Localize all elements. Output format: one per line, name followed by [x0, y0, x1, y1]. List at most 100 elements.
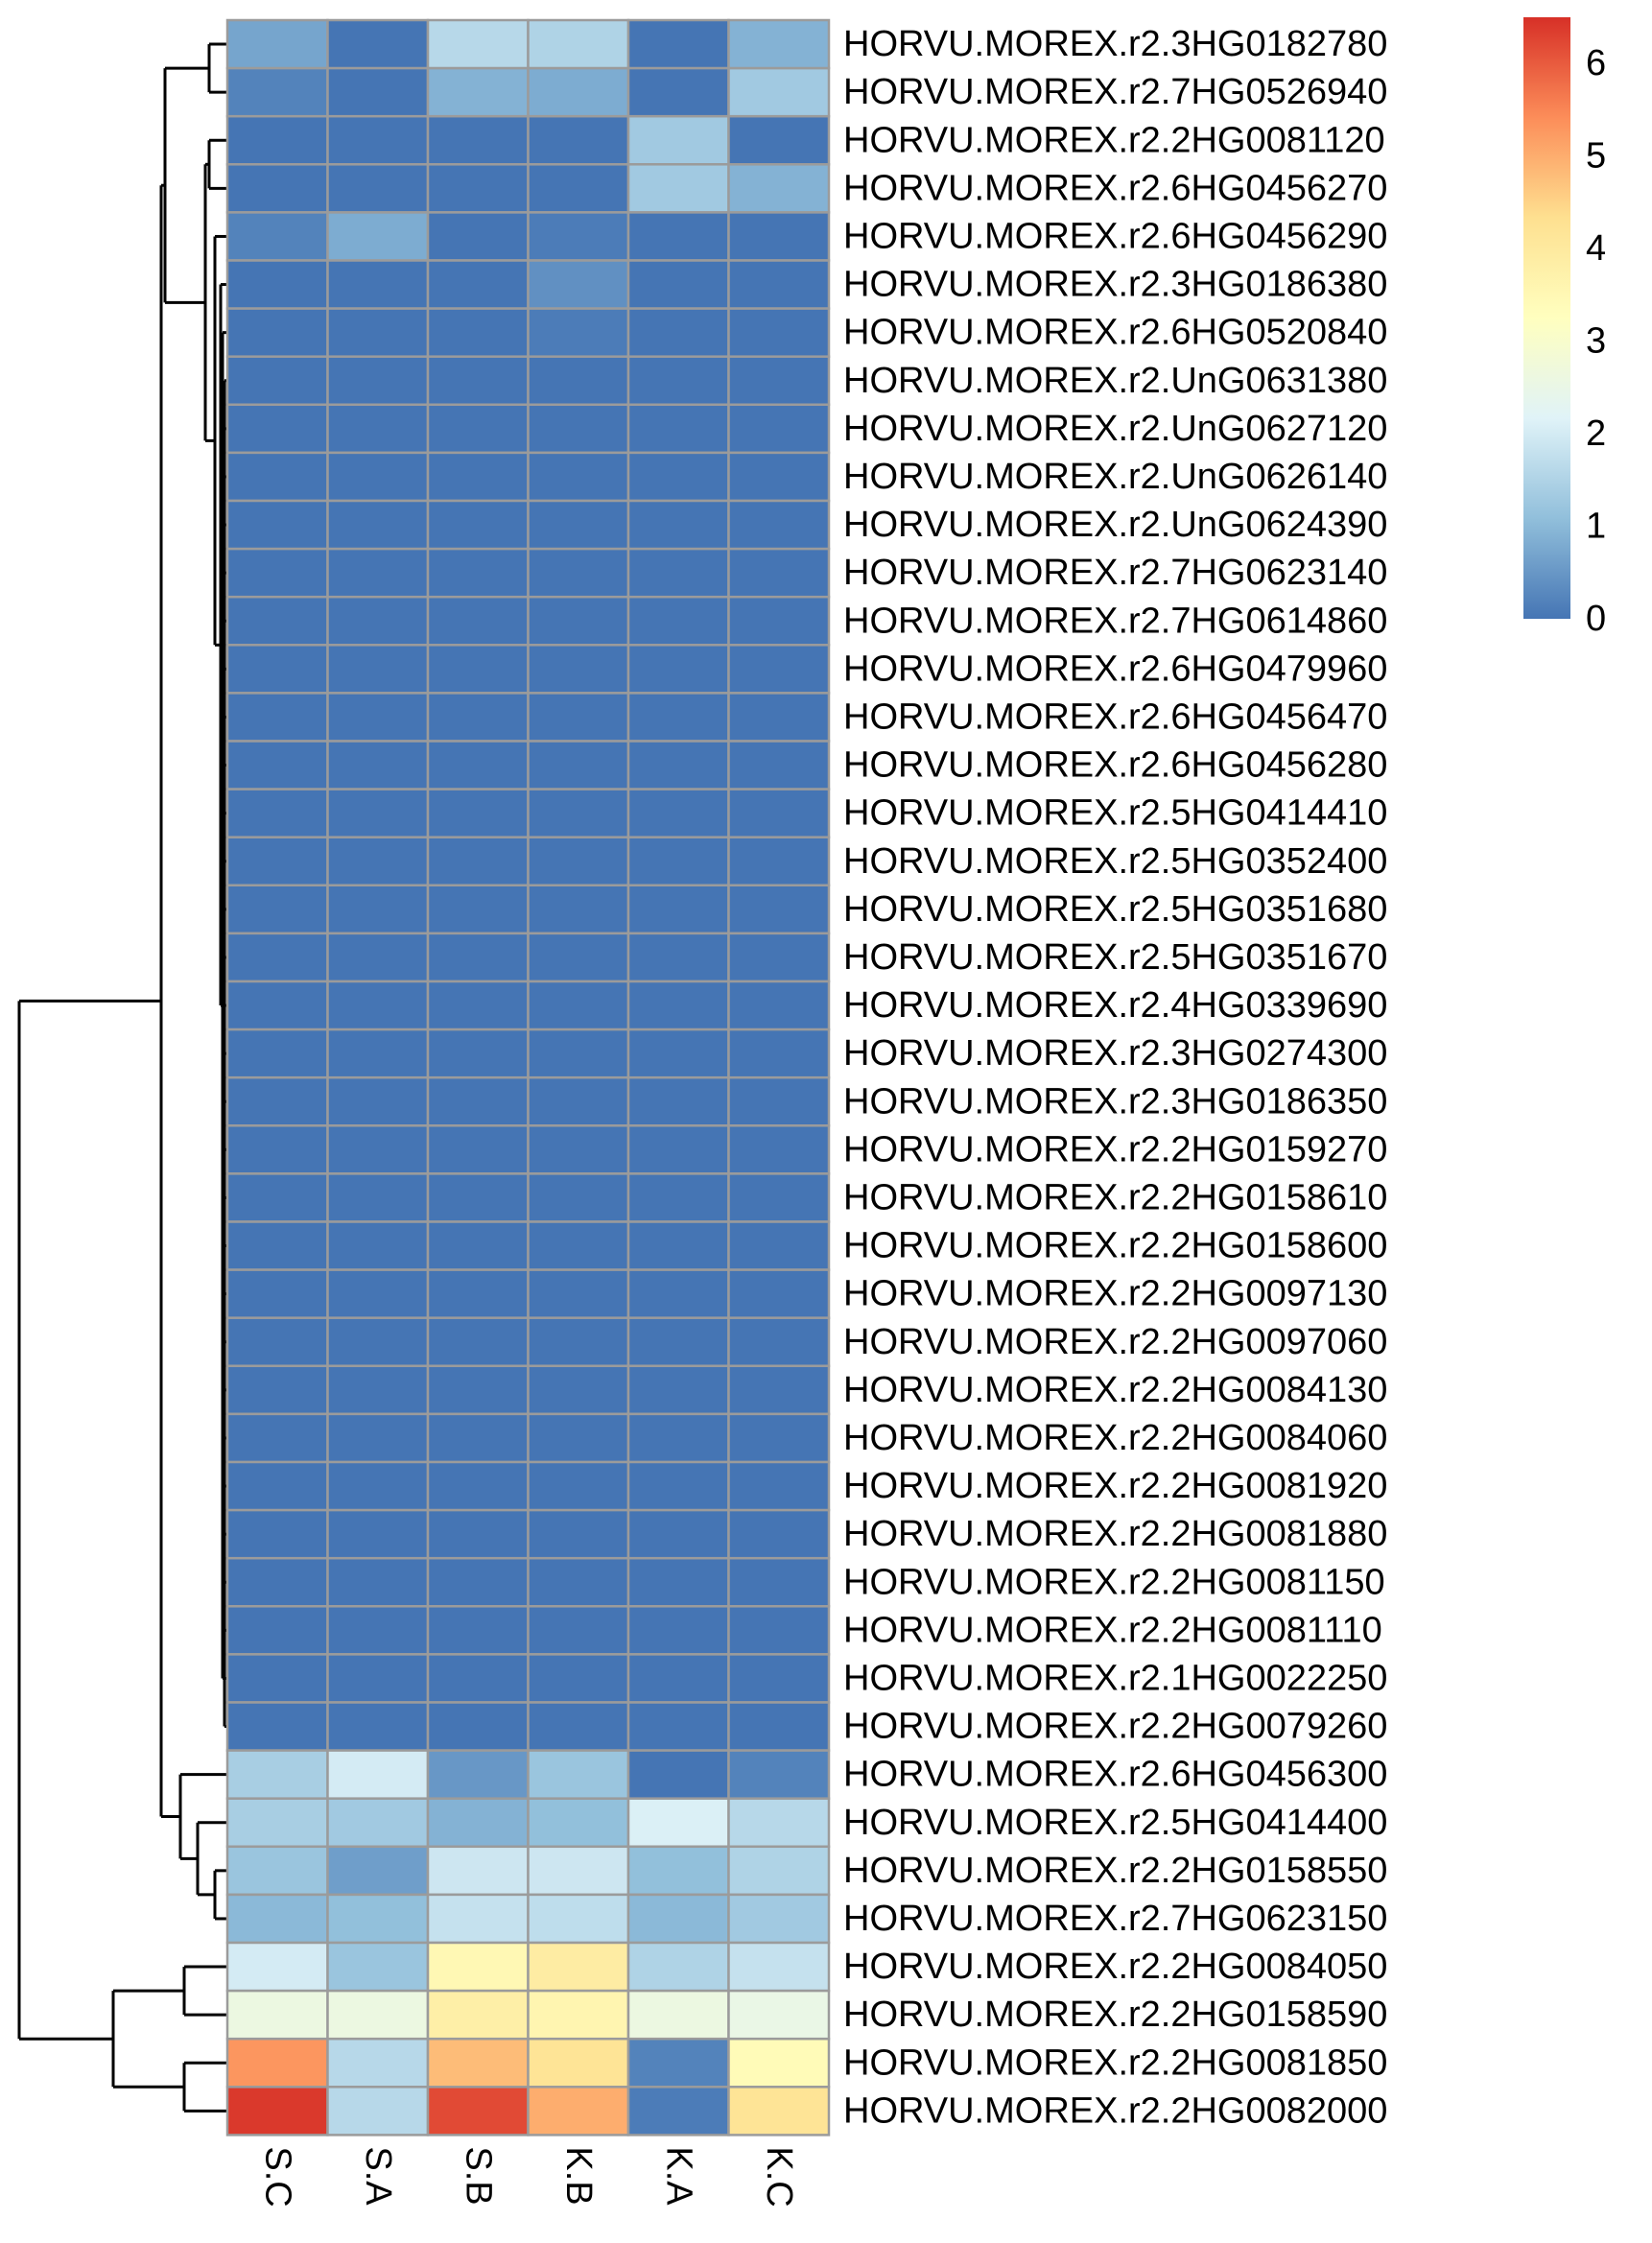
heatmap-cell: [326, 1075, 430, 1127]
row-label: HORVU.MOREX.r2.6HG0479960: [843, 649, 1387, 689]
heatmap-cell: [426, 1749, 530, 1800]
heatmap-cell: [326, 1556, 430, 1608]
heatmap-cell: [426, 1941, 530, 1993]
heatmap-cell: [727, 499, 831, 551]
heatmap-cell: [225, 1845, 329, 1897]
heatmap-cell: [426, 740, 530, 791]
heatmap-cell: [225, 403, 329, 455]
heatmap-cell: [426, 1172, 530, 1223]
row-label: HORVU.MOREX.r2.4HG0339690: [843, 985, 1387, 1026]
heatmap-cell: [527, 980, 630, 1031]
heatmap-cell: [527, 259, 630, 310]
heatmap-cell: [527, 66, 630, 118]
heatmap-cell: [225, 1220, 329, 1271]
heatmap-cell: [225, 1075, 329, 1127]
heatmap-cell: [426, 836, 530, 887]
heatmap-cell: [225, 1508, 329, 1560]
row-label: HORVU.MOREX.r2.5HG0414410: [843, 793, 1387, 834]
heatmap-cell: [626, 1845, 730, 1897]
heatmap-cell: [626, 1027, 730, 1079]
heatmap-cell: [426, 547, 530, 599]
row-label: HORVU.MOREX.r2.3HG0182780: [843, 24, 1387, 64]
heatmap-cell: [426, 1605, 530, 1656]
heatmap-cell: [527, 1364, 630, 1416]
heatmap-cell: [225, 211, 329, 262]
column-label: K.B: [558, 2146, 599, 2205]
heatmap-cell: [225, 1893, 329, 1945]
row-label: HORVU.MOREX.r2.3HG0186350: [843, 1081, 1387, 1122]
heatmap-cell: [527, 2037, 630, 2089]
heatmap-cell: [326, 1508, 430, 1560]
heatmap-cell: [225, 18, 329, 70]
heatmap-cell: [326, 1268, 430, 1319]
heatmap-cell: [527, 18, 630, 70]
heatmap-cell: [527, 884, 630, 935]
row-label: HORVU.MOREX.r2.2HG0097060: [843, 1322, 1387, 1362]
heatmap-cell: [527, 114, 630, 166]
legend-color-bar: [1523, 17, 1570, 619]
heatmap-cell: [326, 1893, 430, 1945]
heatmap-cell: [426, 1075, 530, 1127]
heatmap-cell: [326, 1797, 430, 1849]
heatmap-cell: [727, 692, 831, 743]
heatmap-cell: [225, 66, 329, 118]
heatmap-cell: [426, 114, 530, 166]
row-label: HORVU.MOREX.r2.UnG0631380: [843, 361, 1387, 401]
row-label: HORVU.MOREX.r2.2HG0158550: [843, 1851, 1387, 1891]
heatmap-cell: [326, 740, 430, 791]
heatmap-cell: [626, 1989, 730, 2041]
heatmap-cell: [326, 1316, 430, 1368]
row-label: HORVU.MOREX.r2.5HG0351670: [843, 937, 1387, 978]
heatmap-cell: [326, 1749, 430, 1800]
legend-tick-label: 2: [1586, 413, 1606, 454]
heatmap-cell: [326, 355, 430, 407]
heatmap-cell: [527, 1508, 630, 1560]
row-labels: HORVU.MOREX.r2.3HG0182780 HORVU.MOREX.r2.…: [843, 24, 1387, 2131]
heatmap-cell: [626, 1075, 730, 1127]
heatmap-cell: [326, 1220, 430, 1271]
heatmap-cell: [225, 1749, 329, 1800]
heatmap-cell: [326, 836, 430, 887]
column-label: S.A: [358, 2146, 398, 2206]
heatmap-cell: [527, 163, 630, 214]
heatmap-cell: [727, 307, 831, 358]
heatmap-cell: [727, 1989, 831, 2041]
row-label: HORVU.MOREX.r2.2HG0081150: [843, 1562, 1385, 1602]
heatmap-cell: [426, 1412, 530, 1464]
heatmap-cell: [626, 740, 730, 791]
legend-tick-label: 1: [1586, 507, 1606, 547]
heatmap-cell: [527, 1316, 630, 1368]
heatmap-cell: [527, 644, 630, 695]
row-label: HORVU.MOREX.r2.2HG0084060: [843, 1418, 1387, 1458]
heatmap-cell: [727, 1653, 831, 1704]
row-label: HORVU.MOREX.r2.2HG0081880: [843, 1514, 1387, 1554]
row-dendrogram: [17, 42, 227, 2113]
heatmap-cell: [626, 1268, 730, 1319]
heatmap-cell: [727, 163, 831, 214]
heatmap-cell: [727, 1460, 831, 1512]
heatmap-cell: [727, 740, 831, 791]
heatmap-cell: [426, 307, 530, 358]
heatmap-cell: [225, 1027, 329, 1079]
row-label: HORVU.MOREX.r2.5HG0352400: [843, 841, 1387, 882]
row-label: HORVU.MOREX.r2.6HG0456270: [843, 168, 1387, 208]
row-label: HORVU.MOREX.r2.2HG0084130: [843, 1370, 1387, 1410]
row-label: HORVU.MOREX.r2.7HG0526940: [843, 72, 1387, 112]
heatmap-cell: [626, 1701, 730, 1752]
heatmap-cell: [527, 547, 630, 599]
heatmap-cell: [626, 884, 730, 935]
heatmap-cell: [727, 1749, 831, 1800]
heatmap-cell: [426, 1797, 530, 1849]
row-label: HORVU.MOREX.r2.6HG0456290: [843, 216, 1387, 256]
heatmap-cell: [626, 114, 730, 166]
heatmap-cell: [727, 1075, 831, 1127]
row-label: HORVU.MOREX.r2.3HG0186380: [843, 265, 1387, 305]
heatmap-cell: [727, 547, 831, 599]
heatmap-cell: [225, 884, 329, 935]
heatmap-cell: [225, 1701, 329, 1752]
heatmap-cell: [626, 595, 730, 647]
heatmap-cell: [225, 836, 329, 887]
heatmap-cell: [626, 1941, 730, 1993]
heatmap-cell: [225, 259, 329, 310]
heatmap-cell: [626, 2086, 730, 2137]
